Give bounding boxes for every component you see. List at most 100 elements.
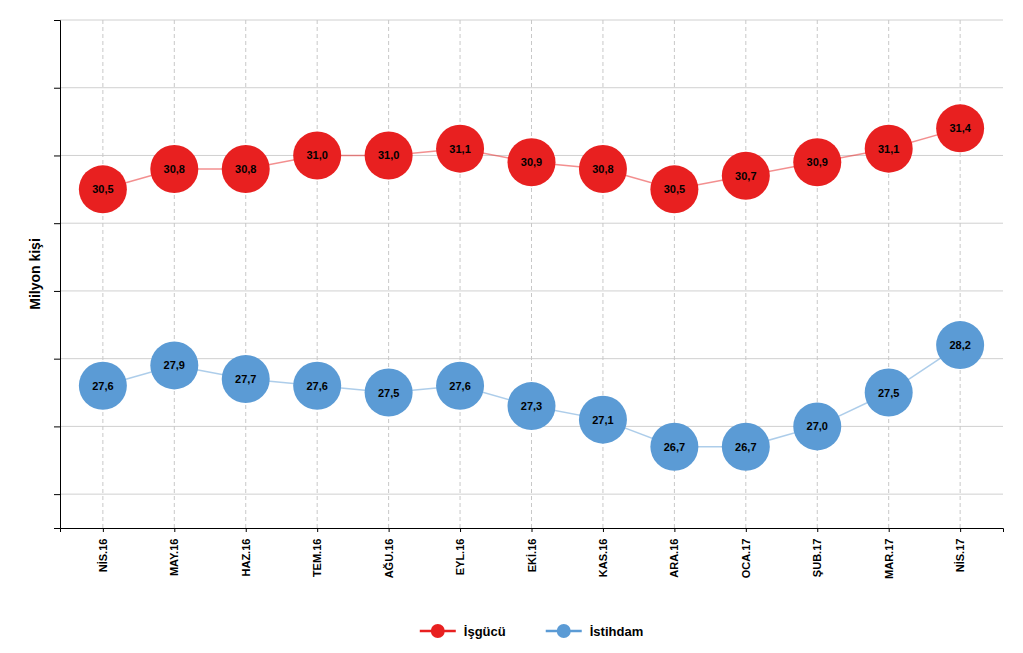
point [579, 145, 627, 193]
grid-line [888, 20, 889, 528]
data-label: 27,5 [378, 387, 399, 399]
point [865, 369, 913, 417]
data-label: 27,6 [92, 380, 113, 392]
grid-line [60, 87, 1003, 88]
tick-label: HAZ.16 [240, 539, 252, 577]
data-label: 27,5 [878, 387, 899, 399]
data-label: 30,9 [807, 156, 828, 168]
plot-area: NİS.16MAY.16HAZ.16TEM.16AĞU.16EYL.16EKİ.… [27, 20, 1004, 579]
point [222, 145, 270, 193]
tick: MAY.16 [168, 528, 180, 576]
point [793, 138, 841, 186]
data-label: 30,5 [664, 183, 685, 195]
tick-mark [54, 223, 60, 224]
tick-mark [54, 426, 60, 427]
grid-line [817, 20, 818, 528]
data-label: 27,7 [235, 373, 256, 385]
tick-label: TEM.16 [311, 539, 323, 578]
tick: AĞU.16 [383, 528, 395, 578]
point [936, 104, 984, 152]
tick-label: EYL.16 [454, 539, 466, 576]
point [508, 138, 556, 186]
tick-label: MAR.17 [883, 539, 895, 579]
data-label: 27,3 [521, 400, 542, 412]
tick [54, 291, 60, 292]
point [865, 125, 913, 173]
axis-title: Milyon kişi [27, 238, 43, 310]
tick: KAS.16 [597, 528, 609, 577]
tick-mark [54, 155, 60, 156]
point [722, 423, 770, 471]
axis-line [61, 529, 1004, 533]
grid-line [531, 20, 532, 528]
point [150, 145, 198, 193]
tick: OCA.17 [740, 528, 752, 578]
data-label: 26,7 [735, 441, 756, 453]
legend-swatch [431, 624, 445, 638]
legend-swatch [557, 624, 571, 638]
tick-mark [460, 528, 461, 532]
tick [54, 20, 60, 21]
point [79, 165, 127, 213]
grid-line [102, 20, 103, 528]
grid-line [317, 20, 318, 528]
legend: İşgücü İstihdam [420, 624, 643, 639]
data-label: 26,7 [664, 441, 685, 453]
data-label: 30,8 [592, 163, 613, 175]
point [436, 362, 484, 410]
data-label: 31,0 [378, 149, 399, 161]
point [436, 125, 484, 173]
point [936, 321, 984, 369]
point [650, 423, 698, 471]
legend-label: İşgücü [464, 624, 506, 639]
legend-item: İstihdam [546, 624, 643, 639]
data-label: 30,8 [235, 163, 256, 175]
tick-mark [532, 528, 533, 532]
tick-label: OCA.17 [740, 539, 752, 579]
point [722, 152, 770, 200]
point [650, 165, 698, 213]
tick-mark [54, 88, 60, 89]
tick: EYL.16 [454, 528, 466, 575]
data-label: 27,9 [164, 359, 185, 371]
grid-line [460, 20, 461, 528]
tick-mark [103, 528, 104, 532]
axis-line [54, 21, 61, 529]
tick: MAR.17 [883, 528, 895, 579]
data-label: 28,2 [949, 339, 970, 351]
tick [54, 223, 60, 224]
tick [54, 155, 60, 156]
chart: NİS.16MAY.16HAZ.16TEM.16AĞU.16EYL.16EKİ.… [0, 0, 1023, 653]
tick [54, 426, 60, 427]
data-label: 27,0 [807, 420, 828, 432]
point [365, 131, 413, 179]
grid-line [960, 20, 961, 528]
tick-mark [174, 528, 175, 532]
grid [60, 20, 1003, 528]
data-label: 27,1 [592, 414, 613, 426]
point [293, 362, 341, 410]
data-labels: 30,530,830,831,031,031,130,930,830,530,7… [92, 122, 972, 452]
legend-label: İstihdam [590, 624, 643, 639]
tick [54, 359, 60, 360]
tick-mark [746, 528, 747, 532]
data-label: 31,4 [949, 122, 971, 134]
tick-label: EKİ.16 [526, 539, 538, 573]
tick: EKİ.16 [526, 528, 538, 572]
data-label: 31,1 [878, 143, 899, 155]
grid-line [174, 20, 175, 528]
tick-mark [246, 528, 247, 532]
tick-mark [960, 528, 961, 532]
tick [54, 88, 60, 89]
grid-line [388, 20, 389, 528]
tick: ŞUB.17 [811, 528, 823, 577]
tick-mark [54, 494, 60, 495]
point [579, 396, 627, 444]
tick: HAZ.16 [240, 528, 252, 577]
tick-mark [674, 528, 675, 532]
data-label: 27,6 [449, 380, 470, 392]
data-label: 30,5 [92, 183, 113, 195]
point [365, 369, 413, 417]
tick: ARA.16 [668, 528, 680, 578]
data-label: 31,0 [306, 149, 327, 161]
